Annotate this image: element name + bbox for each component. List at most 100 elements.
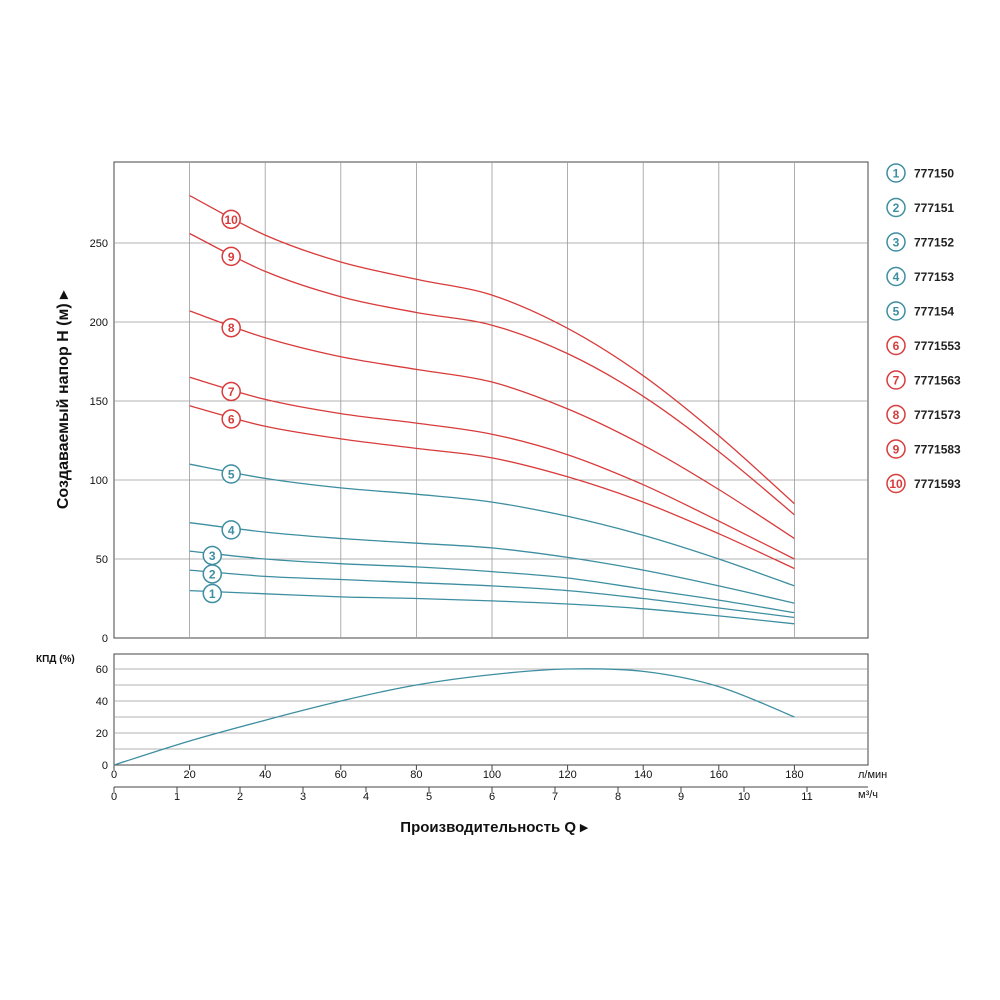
efficiency-curve — [113, 668, 795, 766]
lpm-tick-label: 180 — [785, 769, 803, 781]
efficiency-y-tick-label: 20 — [96, 728, 108, 740]
m3h-tick-label: 1 — [174, 791, 180, 803]
curve-badge-number: 9 — [228, 250, 235, 264]
m3h-tick-label: 11 — [801, 791, 812, 803]
head-y-tick-label: 200 — [90, 317, 108, 329]
m3h-tick-label: 3 — [300, 791, 306, 803]
head-y-tick-label: 100 — [90, 475, 108, 487]
lpm-tick-label: 160 — [710, 769, 728, 781]
head-y-axis-label: Создаваемый напор H (м) ▸ — [55, 290, 72, 509]
curve-badge-9 — [221, 246, 241, 267]
m3h-tick-label: 4 — [363, 791, 369, 803]
legend-badge-number: 10 — [889, 477, 903, 491]
curve-badge-3 — [202, 545, 223, 566]
curve-badge-number: 8 — [228, 321, 235, 335]
curve-badge-10 — [221, 209, 241, 230]
curve-badge-number: 6 — [228, 413, 235, 427]
legend: 1 777150 2 777151 3 777152 4 777153 5 777154 6 7771… — [886, 163, 961, 494]
legend-entry-label: 7771553 — [914, 339, 961, 353]
curve-badge-number: 2 — [209, 567, 216, 581]
legend-entry-label: 777150 — [914, 167, 954, 181]
head-curve-1 — [189, 589, 795, 625]
legend-badge-10 — [886, 473, 906, 494]
legend-entry-label: 7771573 — [914, 408, 961, 422]
head-curve-8 — [189, 310, 795, 540]
legend-badge-number: 1 — [893, 167, 900, 181]
x-axes: 0 20 40 60 80 100 120 140 160 180 0 1 2 3 4 5 6 7 8 9 10 11 — [111, 765, 868, 803]
curve-badge-4 — [221, 520, 241, 540]
legend-badge-number: 7 — [893, 374, 900, 388]
m3h-tick-label: 5 — [426, 791, 432, 803]
legend-entry-label: 7771593 — [914, 477, 961, 491]
curve-badge-number: 5 — [228, 468, 235, 482]
head-curve-4 — [189, 522, 795, 604]
curve-badge-7 — [221, 381, 241, 402]
legend-badge-number: 2 — [893, 201, 900, 215]
curve-badge-6 — [221, 409, 241, 429]
legend-badge-4 — [886, 266, 906, 287]
lpm-tick-label: 60 — [335, 769, 347, 781]
head-curve-2 — [189, 569, 795, 619]
curve-badge-8 — [221, 317, 241, 338]
head-curves — [189, 195, 795, 625]
m3h-tick-label: 10 — [738, 791, 750, 803]
legend-entry-label: 777151 — [914, 201, 954, 215]
lpm-tick-label: 40 — [259, 769, 271, 781]
head-y-tick-label: 250 — [90, 238, 108, 250]
curve-badge-5 — [221, 464, 241, 484]
lpm-tick-label: 0 — [111, 769, 117, 781]
head-y-ticks: 0 50 100 150 200 250 — [90, 238, 108, 645]
curve-badge-number: 3 — [209, 549, 216, 563]
legend-badge-number: 9 — [893, 443, 900, 457]
head-curve-5 — [189, 463, 795, 587]
legend-badge-8 — [886, 404, 906, 425]
m3h-tick-label: 6 — [489, 791, 495, 803]
head-curve-6 — [189, 405, 795, 570]
lpm-unit-label: л/мин — [858, 769, 887, 781]
legend-badge-number: 4 — [893, 270, 900, 284]
head-chart-grid — [113, 161, 869, 639]
lpm-tick-label: 120 — [558, 769, 576, 781]
legend-entry-label: 7771583 — [914, 443, 961, 457]
m3h-unit-label: м³/ч — [858, 789, 878, 801]
legend-entry-label: 7771563 — [914, 374, 961, 388]
efficiency-y-tick-label: 0 — [102, 760, 108, 772]
head-curve-7 — [189, 376, 795, 560]
efficiency-y-ticks: 0 20 40 60 — [96, 664, 108, 772]
legend-badge-7 — [886, 370, 906, 390]
curve-badge-number: 4 — [228, 523, 235, 537]
curve-badge-1 — [202, 583, 223, 604]
head-curve-badges: 1 2 34 5 6 7 8 9 10 — [202, 209, 241, 604]
head-curve-10 — [189, 195, 795, 505]
curve-badge-number: 7 — [228, 385, 235, 399]
head-curve-9 — [189, 232, 795, 516]
efficiency-plot-frame — [113, 653, 869, 766]
legend-badge-5 — [886, 301, 906, 321]
legend-badge-2 — [886, 197, 906, 218]
head-y-tick-label: 150 — [90, 396, 108, 408]
m3h-tick-label: 0 — [111, 791, 117, 803]
legend-badge-6 — [886, 335, 906, 356]
m3h-tick-label: 7 — [552, 791, 558, 803]
legend-badge-number: 8 — [893, 408, 900, 422]
efficiency-y-tick-label: 40 — [96, 696, 108, 708]
m3h-tick-label: 2 — [237, 791, 243, 803]
x-axis-title: Производительность Q ▸ — [400, 819, 589, 836]
head-curve-3 — [189, 550, 795, 614]
legend-entry-label: 777153 — [914, 270, 954, 284]
lpm-tick-label: 20 — [183, 769, 195, 781]
legend-badge-number: 5 — [893, 305, 900, 319]
efficiency-curve-line — [113, 668, 795, 766]
head-y-tick-label: 0 — [102, 633, 108, 645]
lpm-tick-label: 80 — [410, 769, 422, 781]
legend-badge-1 — [886, 163, 906, 183]
curve-badge-number: 10 — [225, 213, 239, 227]
legend-badge-3 — [886, 232, 906, 252]
lpm-tick-label: 140 — [634, 769, 652, 781]
legend-badge-number: 6 — [893, 339, 900, 353]
legend-badge-9 — [886, 439, 906, 459]
head-y-tick-label: 50 — [96, 554, 108, 566]
efficiency-y-tick-label: 60 — [96, 664, 108, 676]
m3h-tick-label: 8 — [615, 791, 621, 803]
